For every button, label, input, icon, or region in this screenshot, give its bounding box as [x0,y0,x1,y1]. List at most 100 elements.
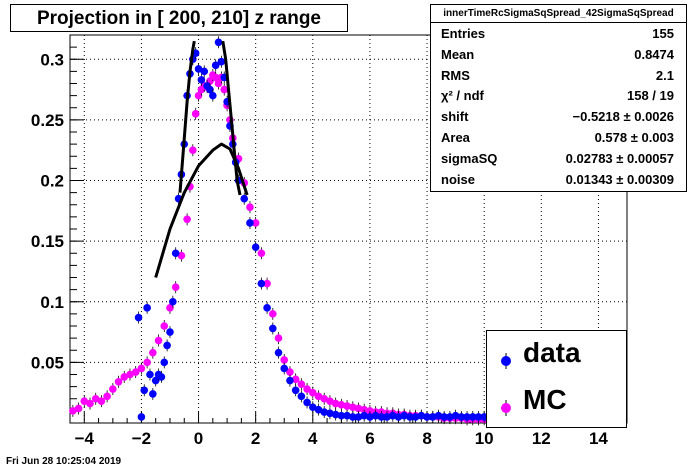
data-point [74,404,83,413]
fit-curve [178,40,196,193]
data-point [297,380,306,389]
data-point [337,411,346,420]
data-point [209,91,217,100]
data-point [400,411,409,420]
data-point [97,397,106,405]
data-point [131,368,140,376]
fit-curves [154,40,249,278]
stats-key: shift [441,109,469,125]
data-point [220,85,229,94]
data-point [114,377,123,386]
data-point [200,67,209,76]
data-point [151,376,160,385]
stats-key: Entries [441,26,486,41]
data-point [451,411,460,420]
data-point [103,392,111,401]
data-point [189,146,197,154]
stats-row-shift: shift −0.5218 ± 0.0026 [431,106,686,127]
data-point [303,398,311,407]
data-point [354,404,363,413]
stats-key: sigmaSQ [441,150,498,166]
data-point [308,388,317,397]
data-point [446,413,454,421]
x-tick-label: 14 [589,429,608,448]
data-point [217,57,226,66]
stats-key: Mean [441,46,475,62]
x-tick-label: 0 [194,429,203,448]
stats-header: innerTimeRcSigmaSqSpread_42SigmaSqSpread [431,5,686,23]
stats-key: Area [441,129,470,145]
data-point [134,313,143,322]
data-point [348,403,357,412]
data-point [143,304,151,312]
data-point [169,297,177,306]
stats-row-mean: Mean 0.8474 [431,44,686,65]
x-axis: −4 −2 0 2 4 6 8 10 12 14 [69,412,628,448]
stats-value: 0.578 ± 0.003 [594,129,674,145]
data-point [291,386,300,395]
stats-value: 158 / 19 [627,88,674,104]
data-point [91,394,100,403]
data-point [291,375,300,384]
data-point [80,397,89,405]
data-point [194,91,203,100]
data-point [214,79,223,88]
data-point [166,328,174,336]
data-point [331,410,340,419]
data-point [251,243,260,251]
data-point [337,401,346,409]
data-point [394,413,403,421]
data-point [366,413,374,421]
data-point [160,358,169,367]
data-point [69,407,77,415]
data-point [109,385,117,393]
stats-key: RMS [441,67,470,83]
data-point [423,413,431,421]
data-point [214,38,223,47]
data-point [211,73,220,82]
timestamp-footer: Fri Jun 28 10:25:04 2019 [6,456,122,467]
data-point [206,85,214,94]
data-point [251,219,260,227]
data-point [360,411,369,420]
stats-value: −0.5218 ± 0.0026 [572,109,674,125]
data-point [140,386,149,395]
data-point [149,390,157,398]
data-point [274,348,283,357]
data-point [377,413,386,421]
stats-row-rms: RMS 2.1 [431,65,686,86]
data-point [297,392,306,401]
data-point [257,279,266,288]
data-point [171,249,180,258]
data-series [69,36,488,426]
data-point [86,399,94,408]
data-point [280,364,289,373]
data-point [434,411,443,420]
data-point [463,413,471,421]
x-tick-label: −4 [75,429,95,448]
data-point [263,279,271,288]
data-point [468,413,477,421]
y-tick-label: 0.1 [40,293,64,312]
stats-key: noise [441,171,475,187]
data-point [326,409,334,418]
data-point [194,65,203,73]
data-point [246,203,254,211]
data-point [126,370,134,379]
stats-row-sigmasq: sigmaSQ 0.02783 ± 0.00057 [431,148,686,169]
data-point [269,324,277,333]
data-point [120,373,129,381]
stats-value: 0.02783 ± 0.00057 [565,150,674,166]
data-point [343,411,351,420]
data-point [314,392,323,401]
data-point [177,251,186,260]
data-point [406,413,414,421]
data-point [286,368,294,376]
x-tick-label: 8 [422,429,431,448]
stats-row-chi2: χ² / ndf 158 / 19 [431,85,686,106]
data-point [440,413,448,421]
data-point [166,304,174,312]
stats-row-area: Area 0.578 ± 0.003 [431,127,686,148]
data-point [240,194,249,203]
data-point [146,370,154,379]
